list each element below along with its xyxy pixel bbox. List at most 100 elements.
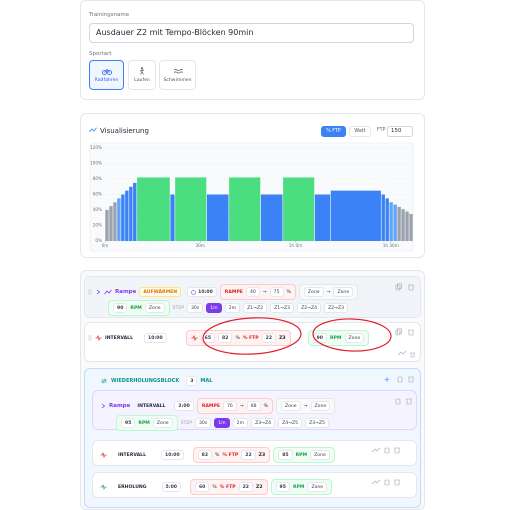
preset[interactable]: Z2→Z4: [297, 303, 322, 313]
phase-pill[interactable]: AUFWÄRMEN: [139, 287, 182, 297]
preset[interactable]: Z2→Z3: [324, 303, 349, 313]
power[interactable]: 60: [194, 482, 210, 492]
block-type[interactable]: INTERVALL: [118, 452, 147, 458]
zone[interactable]: Zone: [310, 401, 331, 411]
duration-pill[interactable]: 5:00: [161, 482, 181, 492]
arrow: →: [326, 289, 331, 295]
name-input[interactable]: Ausdauer Z2 mit Tempo-Blöcken 90min: [89, 23, 414, 43]
duration-pill[interactable]: 10:00: [161, 450, 184, 460]
step[interactable]: 30s: [195, 418, 212, 428]
cadence-unit: RPM: [292, 484, 305, 490]
step[interactable]: 2m: [232, 418, 249, 428]
cadence-zone[interactable]: Zone: [344, 333, 365, 343]
repeat-title: WIEDERHOLUNGSBLOCK: [111, 378, 180, 384]
block-row: 95 RPM Zone STEP 30s 1m 2m Z3→Z4 Z4→Z5 Z3→…: [116, 415, 330, 431]
from[interactable]: 40: [245, 287, 260, 297]
preset[interactable]: Z1→Z2: [243, 303, 268, 313]
unit: %: [215, 452, 220, 458]
power[interactable]: 82: [197, 450, 213, 460]
cadence-zone[interactable]: Zone: [310, 450, 330, 460]
expand-icon[interactable]: [95, 289, 101, 295]
icon-part: [191, 335, 198, 341]
cadence-group: 95 RPM Zone: [116, 415, 178, 431]
repeat-count[interactable]: 3: [186, 376, 198, 386]
unit: %: [286, 289, 291, 295]
cadence-zone[interactable]: Zone: [307, 482, 328, 492]
zone-group: Zone → Zone: [298, 284, 359, 300]
sport-button[interactable]: Radfahren: [89, 60, 124, 90]
to[interactable]: 88: [246, 401, 261, 411]
mode: RAMPE: [224, 289, 243, 295]
ftp-input[interactable]: 150: [387, 126, 413, 137]
expand-icon[interactable]: [100, 403, 106, 409]
icon-part: [101, 378, 107, 384]
cadence-unit: RPM: [330, 335, 342, 341]
mode-button[interactable]: % FTP: [321, 126, 346, 137]
duration-pill[interactable]: 2:00: [174, 401, 194, 411]
mode-button[interactable]: Watt: [349, 126, 371, 137]
icon-part: [101, 69, 107, 75]
ftp-value[interactable]: 22: [241, 450, 256, 460]
step[interactable]: 30s: [187, 303, 204, 313]
step[interactable]: 1m: [206, 303, 222, 313]
icon-part: [90, 337, 92, 339]
from[interactable]: 76: [222, 401, 237, 411]
icon-part: [88, 293, 90, 295]
arrow: →: [239, 403, 244, 409]
sport-button[interactable]: Laufen: [128, 60, 156, 90]
block-row: Rampe INTERVALL 2:00 RAMPE 76 → 88% Zone → Zo…: [100, 398, 336, 414]
preset[interactable]: Z1→Z3: [270, 303, 295, 313]
step[interactable]: 2m: [224, 303, 241, 313]
to[interactable]: 82: [218, 333, 233, 343]
icon-part: [90, 289, 92, 291]
unit: %: [212, 484, 217, 490]
block-row: INTERVALL 10:00 82%% FTP 22 Z3 85 RPM Zone: [100, 447, 335, 463]
grip-icon: [88, 335, 92, 341]
preset[interactable]: Z3→Z5: [305, 418, 330, 428]
power-group: 60%% FTP 22 Z2: [189, 479, 268, 495]
step[interactable]: 1m: [214, 418, 230, 428]
cadence-unit: RPM: [130, 305, 142, 311]
ftp-value[interactable]: 22: [261, 333, 277, 343]
duration: 2:00: [178, 403, 190, 409]
cadence[interactable]: 95: [121, 418, 136, 428]
block-row: WIEDERHOLUNGSBLOCK 3 MAL: [100, 376, 212, 386]
block-title: Rampe: [109, 403, 131, 409]
icon-part: [139, 69, 145, 75]
zone[interactable]: Zone: [303, 287, 324, 297]
icon-part: [88, 337, 90, 339]
unit: %: [235, 335, 240, 341]
cadence[interactable]: 90: [113, 303, 128, 313]
duration-pill[interactable]: 10:00: [144, 333, 167, 343]
zone-group: Zone → Zone: [275, 398, 336, 414]
from[interactable]: 65: [200, 333, 216, 343]
icon-part: [90, 339, 92, 341]
repeat-icon: [101, 378, 107, 384]
sport-button[interactable]: Schwimmen: [159, 60, 196, 90]
preset[interactable]: Z3→Z4: [251, 418, 276, 428]
cadence[interactable]: 90: [312, 333, 328, 343]
to[interactable]: 75: [269, 287, 284, 297]
cadence[interactable]: 95: [275, 482, 290, 492]
clock-icon: [191, 289, 196, 295]
sport-text: Radfahren: [94, 77, 119, 83]
cadence-zone[interactable]: Zone: [152, 418, 173, 428]
zone[interactable]: Zone: [280, 401, 301, 411]
preset[interactable]: Z4→Z5: [278, 418, 303, 428]
icon-part: [88, 339, 90, 341]
icon-part: [100, 452, 107, 458]
block-type[interactable]: ERHOLUNG: [118, 484, 147, 490]
cadence[interactable]: 85: [278, 450, 293, 460]
block-type[interactable]: INTERVALL: [105, 335, 134, 341]
zone[interactable]: Zone: [333, 287, 354, 297]
cadence-group: 85 RPM Zone: [273, 447, 335, 463]
icon-part: [104, 289, 112, 295]
block-row: Rampe AUFWÄRMEN 10:00 RAMPE 40 → 75% Zone → Z…: [88, 284, 359, 300]
block-type[interactable]: INTERVALL: [137, 403, 166, 409]
icon-part: [88, 291, 90, 293]
duration-pill[interactable]: 10:00: [187, 287, 217, 297]
ftp-value[interactable]: 22: [238, 482, 254, 492]
block-row: INTERVALL 10:00 65 82%% FTP 22 Z3 90 RPM Zone: [88, 330, 370, 346]
cadence-group: 95 RPM Zone: [270, 479, 333, 495]
cadence-zone[interactable]: Zone: [144, 303, 165, 313]
